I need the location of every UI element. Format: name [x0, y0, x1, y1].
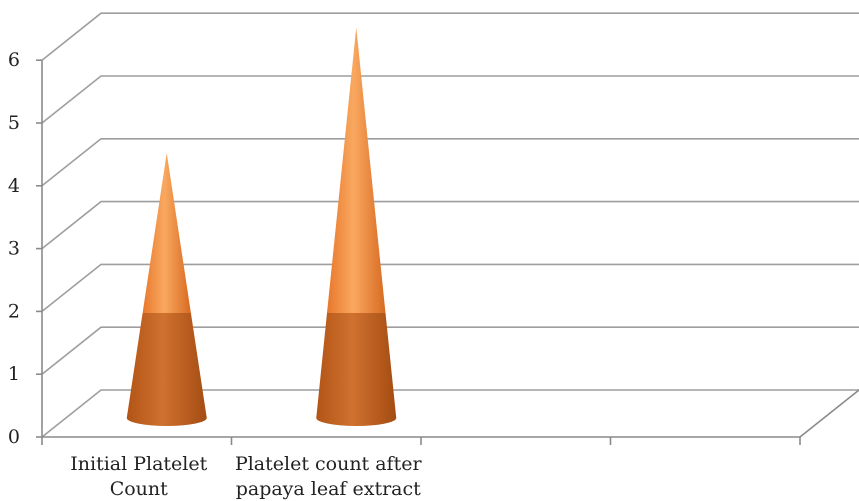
- cone-bar-1: [126, 153, 207, 426]
- cones: [126, 27, 397, 426]
- x-category-label-line: papaya leaf extract: [236, 478, 421, 500]
- gridline-3: [41, 200, 859, 250]
- y-tick-label: 4: [8, 175, 20, 197]
- gridline-4: [41, 138, 859, 187]
- category-labels: Initial Platelet Count Platelet count afte…: [70, 453, 422, 500]
- cone-bar-2: [316, 27, 397, 426]
- y-tick-labels: 0 1 2 3 4 5 6: [8, 49, 42, 448]
- gridline-1: [41, 326, 859, 375]
- cone-upper-section: [326, 27, 386, 314]
- y-tick-label: 3: [8, 238, 20, 260]
- cone-upper-section: [142, 153, 191, 314]
- x-category-label-line: Platelet count after: [235, 453, 423, 475]
- gridline-6: [41, 12, 859, 61]
- y-tick-label: 0: [8, 426, 20, 448]
- floor-right-edge: [799, 389, 859, 438]
- y-tick-label: 6: [8, 49, 20, 71]
- x-category-label-line: Initial Platelet: [70, 453, 207, 475]
- y-tick-label: 1: [8, 363, 20, 385]
- x-category-label-2: Platelet count after papaya leaf extract: [235, 453, 423, 500]
- gridline-5: [41, 75, 859, 124]
- gridline-2: [41, 263, 859, 313]
- gridlines: [41, 12, 859, 438]
- cone-lower-section: [316, 313, 397, 426]
- y-tick-label: 2: [8, 300, 20, 322]
- x-category-label-1: Initial Platelet Count: [70, 453, 207, 500]
- cone-lower-section: [126, 313, 207, 426]
- x-category-label-line: Count: [110, 478, 168, 500]
- gridline-0: [41, 389, 859, 438]
- y-tick-label: 5: [8, 112, 20, 134]
